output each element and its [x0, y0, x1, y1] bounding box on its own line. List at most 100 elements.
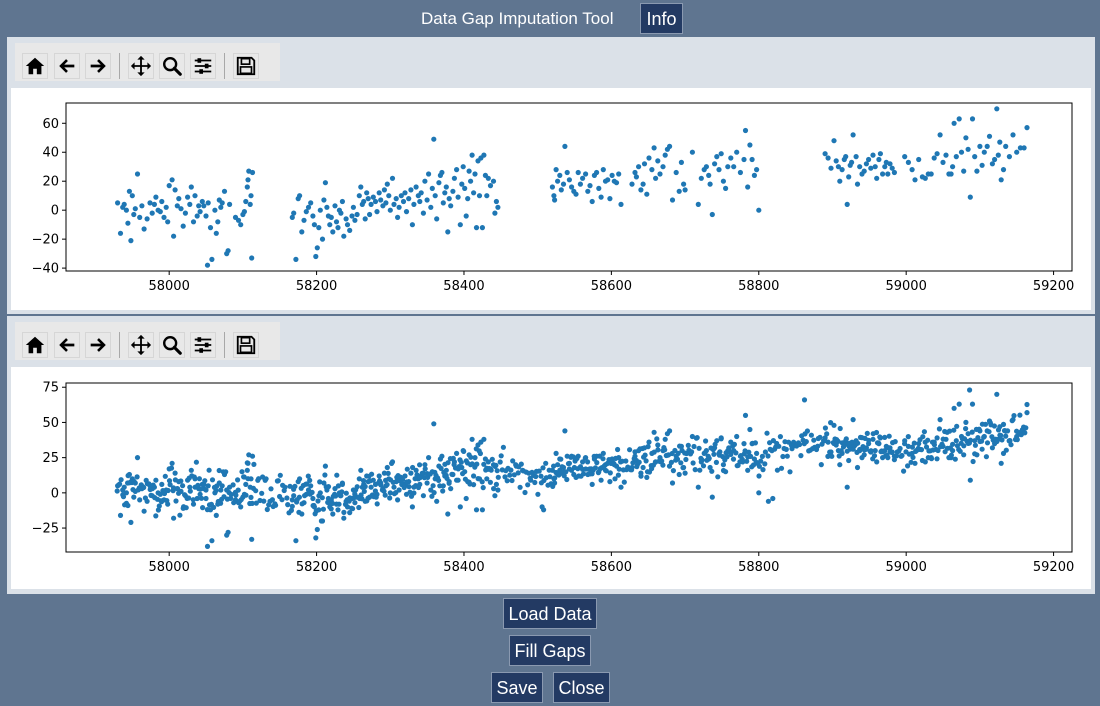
scatter-point — [891, 457, 898, 463]
scatter-point — [377, 478, 383, 484]
save-figure-icon[interactable] — [233, 332, 259, 358]
imputed-data-plot[interactable]: 58000 58200 58400 58600 58800 59000 59200 −25 0 2… — [11, 367, 1091, 589]
scatter-point — [299, 501, 305, 507]
scatter-point — [948, 452, 955, 458]
scatter-point — [321, 480, 327, 486]
scatter-point — [669, 197, 676, 203]
scatter-point — [889, 449, 895, 455]
scatter-point — [676, 188, 682, 194]
scatter-point — [177, 512, 183, 518]
scatter-point — [235, 217, 242, 223]
toolbar-separator — [224, 332, 225, 358]
scatter-point — [417, 462, 423, 468]
scatter-point — [1005, 428, 1011, 434]
scatter-point — [316, 225, 322, 231]
scatter-point — [299, 229, 305, 235]
scatter-point — [886, 433, 892, 439]
original-data-plot[interactable]: 58000 58200 58400 58600 58800 59000 59200 −40 −2… — [11, 88, 1091, 310]
scatter-point — [737, 169, 744, 176]
scatter-point — [778, 465, 785, 471]
scatter-point — [293, 256, 299, 262]
scatter-point — [193, 459, 199, 465]
scatter-point — [182, 492, 188, 498]
scatter-point — [589, 481, 595, 487]
zoom-icon[interactable] — [159, 53, 185, 79]
close-button[interactable]: Close — [553, 672, 610, 703]
scatter-point — [123, 207, 129, 213]
scatter-point — [922, 459, 928, 465]
scatter-point — [552, 475, 558, 481]
scatter-point — [308, 200, 314, 206]
scatter-point — [951, 405, 957, 411]
scatter-point — [387, 207, 393, 213]
scatter-point — [550, 483, 556, 489]
scatter-point — [931, 155, 937, 161]
pan-icon[interactable] — [128, 53, 154, 79]
scatter-point — [662, 447, 668, 453]
home-icon[interactable] — [22, 332, 48, 358]
scatter-point — [744, 458, 750, 464]
scatter-point — [720, 467, 727, 474]
scatter-point — [583, 171, 589, 177]
scatter-point — [918, 447, 925, 453]
scatter-point — [756, 463, 763, 469]
fill-gaps-button[interactable]: Fill Gaps — [509, 635, 591, 666]
back-icon[interactable] — [54, 53, 80, 79]
forward-icon[interactable] — [85, 332, 111, 358]
scatter-point — [999, 437, 1005, 443]
scatter-point — [889, 165, 895, 171]
scatter-point — [209, 256, 215, 262]
scatter-point — [1024, 125, 1030, 131]
scatter-point — [190, 501, 197, 507]
scatter-point — [989, 161, 996, 167]
scatter-point — [399, 477, 406, 483]
scatter-point — [343, 216, 349, 222]
scatter-point — [241, 209, 247, 215]
configure-subplots-icon[interactable] — [190, 332, 216, 358]
scatter-point — [855, 440, 861, 446]
scatter-point — [1024, 401, 1030, 408]
load-data-button[interactable]: Load Data — [503, 598, 597, 629]
scatter-point — [801, 397, 808, 403]
scatter-point — [484, 476, 490, 482]
scatter-point — [261, 498, 267, 504]
info-button[interactable]: Info — [640, 3, 683, 34]
scatter-point — [880, 171, 886, 177]
scatter-point — [381, 470, 387, 476]
scatter-point — [703, 438, 709, 444]
scatter-point — [618, 484, 624, 490]
scatter-point — [724, 454, 730, 460]
scatter-point — [555, 178, 561, 184]
forward-icon[interactable] — [85, 53, 111, 79]
scatter-point — [269, 497, 275, 503]
scatter-point — [558, 187, 564, 193]
scatter-point — [718, 436, 724, 442]
scatter-point — [646, 439, 652, 445]
scatter-point — [951, 427, 957, 433]
home-icon[interactable] — [22, 53, 48, 79]
configure-subplots-icon[interactable] — [190, 53, 216, 79]
scatter-point — [591, 453, 597, 459]
scatter-point — [662, 152, 668, 158]
scatter-point — [330, 511, 336, 517]
zoom-icon[interactable] — [159, 332, 185, 358]
scatter-point — [991, 423, 998, 429]
scatter-point — [670, 468, 677, 474]
scatter-point — [905, 463, 911, 469]
scatter-point — [555, 462, 561, 468]
save-button[interactable]: Save — [491, 672, 543, 703]
pan-icon[interactable] — [128, 332, 154, 358]
scatter-point — [577, 181, 584, 187]
scatter-point — [374, 501, 380, 507]
scatter-point — [151, 201, 157, 207]
scatter-point — [291, 493, 297, 499]
scatter-point — [690, 460, 696, 466]
scatter-point — [911, 440, 917, 446]
x-tick-label: 59000 — [885, 560, 926, 575]
scatter-point — [767, 440, 773, 446]
scatter-point — [509, 477, 515, 484]
back-icon[interactable] — [54, 332, 80, 358]
save-figure-icon[interactable] — [233, 53, 259, 79]
axes-frame — [65, 382, 1073, 553]
scatter-point — [627, 447, 633, 453]
